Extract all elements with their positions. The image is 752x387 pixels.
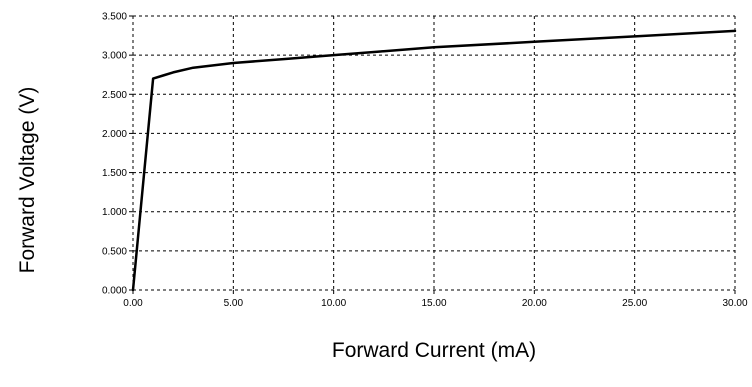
y-tick-label-7: 3.500 xyxy=(102,12,127,23)
x-tick-label-0: 0.00 xyxy=(123,298,143,309)
x-tick-labels: 0.00 5.00 10.00 15.00 20.00 25.00 30.00 xyxy=(123,290,748,309)
y-tick-labels: 0.000 0.500 1.000 1.500 2.000 2.500 3.000 3.500 xyxy=(102,12,133,297)
y-axis-title: Forward Voltage (V) xyxy=(16,87,39,274)
y-tick-label-3: 1.500 xyxy=(102,168,127,179)
x-tick-label-4: 20.00 xyxy=(522,298,547,309)
y-tick-label-6: 3.000 xyxy=(102,51,127,62)
x-tick-label-2: 10.00 xyxy=(321,298,346,309)
x-axis-title: Forward Current (mA) xyxy=(332,339,536,362)
y-tick-label-4: 2.000 xyxy=(102,129,127,140)
x-tick-label-5: 25.00 xyxy=(622,298,647,309)
x-tick-label-6: 30.00 xyxy=(722,298,747,309)
x-tick-label-3: 15.00 xyxy=(421,298,446,309)
series xyxy=(131,29,737,292)
series-line-0 xyxy=(131,29,737,292)
y-tick-label-2: 1.000 xyxy=(102,207,127,218)
y-tick-label-0: 0.000 xyxy=(102,286,127,297)
y-tick-label-5: 2.500 xyxy=(102,90,127,101)
axes xyxy=(132,16,735,291)
grid-lines xyxy=(133,15,736,290)
x-tick-label-1: 5.00 xyxy=(224,298,244,309)
y-tick-label-1: 0.500 xyxy=(102,246,127,257)
